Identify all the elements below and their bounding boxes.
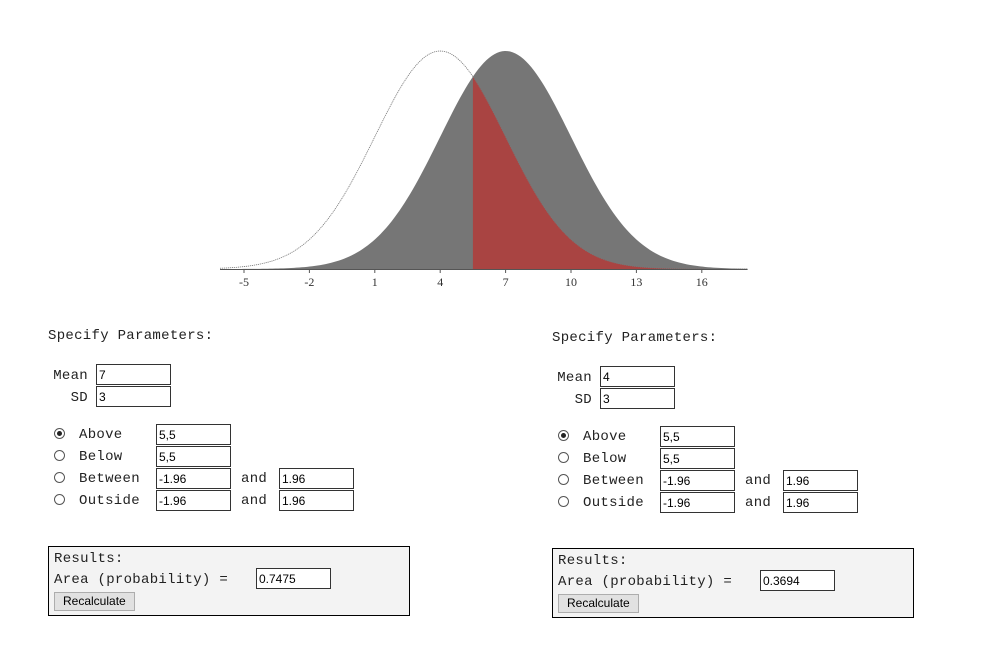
- x-tick-label: 7: [503, 275, 509, 289]
- between-high-input[interactable]: [783, 470, 858, 491]
- above-input[interactable]: [660, 426, 735, 447]
- between-label: Between: [583, 473, 644, 489]
- x-tick-label: 13: [630, 275, 642, 289]
- normal-distribution-chart: -5 -2 1 4 7 10 13 16: [220, 50, 748, 289]
- between-high-input[interactable]: [279, 468, 354, 489]
- x-tick-label: 16: [696, 275, 708, 289]
- outside-high-input[interactable]: [783, 492, 858, 513]
- between-low-input[interactable]: [156, 468, 231, 489]
- x-axis-ticks: -5 -2 1 4 7 10 13 16: [239, 269, 708, 289]
- below-input[interactable]: [660, 448, 735, 469]
- radio-below[interactable]: [558, 452, 569, 463]
- curve-a-line: [220, 50, 748, 270]
- sd-label: SD: [574, 392, 592, 408]
- outside-low-input[interactable]: [156, 490, 231, 511]
- results-box: Results: Area (probability) = Recalculat…: [48, 546, 410, 616]
- panel-title: Specify Parameters:: [552, 330, 718, 346]
- recalculate-button[interactable]: Recalculate: [54, 592, 135, 611]
- radio-above[interactable]: [558, 430, 569, 441]
- area-output[interactable]: [256, 568, 331, 589]
- x-tick-label: 4: [437, 275, 443, 289]
- radio-outside[interactable]: [558, 496, 569, 507]
- mean-label: Mean: [53, 368, 88, 384]
- parameters-panel-left: Specify Parameters: Mean SD Above Below …: [48, 328, 488, 648]
- above-label: Above: [79, 427, 123, 443]
- outside-label: Outside: [583, 495, 644, 511]
- sd-label: SD: [70, 390, 88, 406]
- mean-label: Mean: [557, 370, 592, 386]
- results-box: Results: Area (probability) = Recalculat…: [552, 548, 914, 618]
- panel-title: Specify Parameters:: [48, 328, 214, 344]
- x-tick-label: 10: [565, 275, 577, 289]
- radio-below[interactable]: [54, 450, 65, 461]
- above-input[interactable]: [156, 424, 231, 445]
- radio-above[interactable]: [54, 428, 65, 439]
- area-label: Area (probability) =: [558, 574, 733, 590]
- x-tick-label: -5: [239, 275, 249, 289]
- area-label: Area (probability) =: [54, 572, 229, 588]
- outside-low-input[interactable]: [660, 492, 735, 513]
- x-tick-label: 1: [372, 275, 378, 289]
- results-label: Results:: [558, 553, 628, 569]
- between-and-label: and: [745, 473, 772, 489]
- outside-label: Outside: [79, 493, 140, 509]
- mean-input[interactable]: [96, 364, 171, 385]
- outside-and-label: and: [745, 495, 772, 511]
- between-and-label: and: [241, 471, 268, 487]
- recalculate-button[interactable]: Recalculate: [558, 594, 639, 613]
- sd-input[interactable]: [96, 386, 171, 407]
- between-low-input[interactable]: [660, 470, 735, 491]
- radio-outside[interactable]: [54, 494, 65, 505]
- area-output[interactable]: [760, 570, 835, 591]
- below-label: Below: [583, 451, 627, 467]
- shaded-area: [472, 76, 748, 270]
- sd-input[interactable]: [600, 388, 675, 409]
- below-label: Below: [79, 449, 123, 465]
- below-input[interactable]: [156, 446, 231, 467]
- outside-and-label: and: [241, 493, 268, 509]
- mean-input[interactable]: [600, 366, 675, 387]
- between-label: Between: [79, 471, 140, 487]
- radio-between[interactable]: [54, 472, 65, 483]
- parameters-panel-right: Specify Parameters: Mean SD Above Below …: [552, 330, 992, 650]
- outside-high-input[interactable]: [279, 490, 354, 511]
- radio-between[interactable]: [558, 474, 569, 485]
- above-label: Above: [583, 429, 627, 445]
- x-tick-label: -2: [304, 275, 314, 289]
- results-label: Results:: [54, 551, 124, 567]
